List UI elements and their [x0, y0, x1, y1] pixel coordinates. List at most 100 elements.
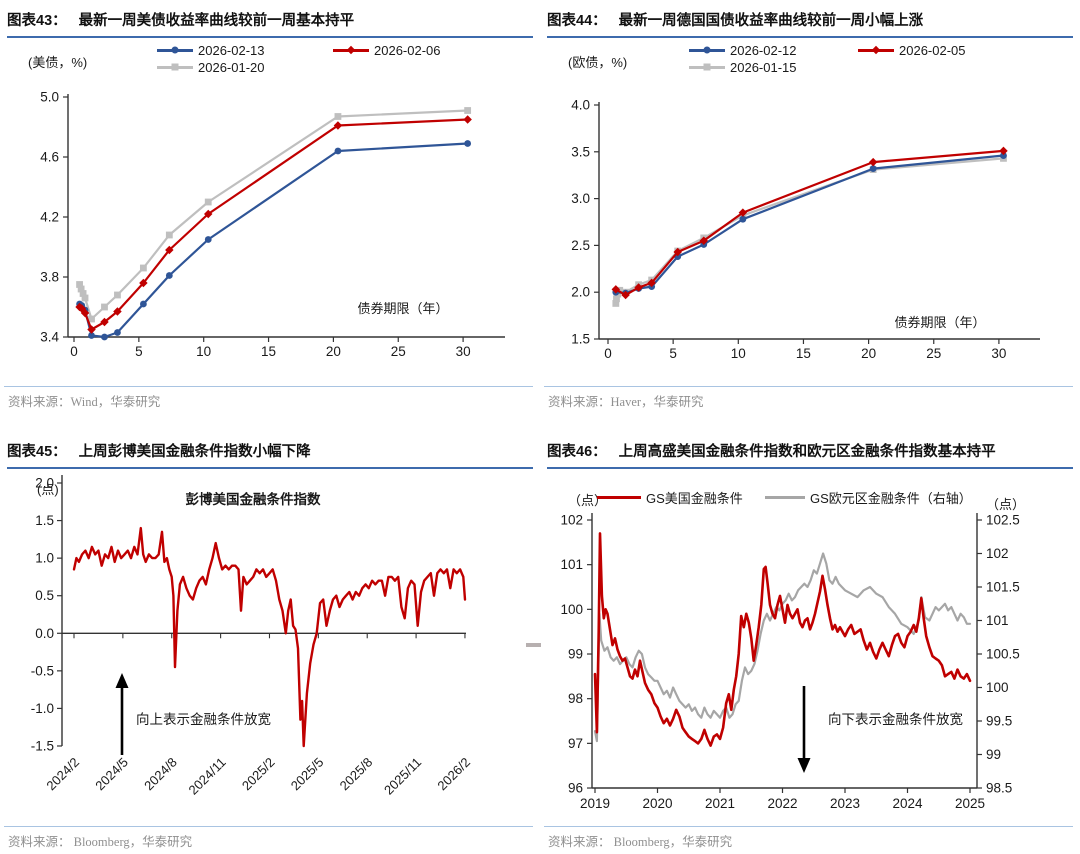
legend-item-2026-02-05: 2026-02-05: [858, 43, 966, 58]
legend-label: 2026-02-05: [899, 43, 966, 58]
legend-line-sample: [858, 46, 894, 55]
axis-tick-label: 2021: [705, 796, 735, 811]
axis-tick-label: 15: [261, 344, 276, 359]
axis-tick-label: 25: [926, 346, 941, 361]
axis-tick-label: 5: [135, 344, 143, 359]
axis-tick-label: 101: [986, 613, 1009, 628]
axis-tick-label: 2025: [955, 796, 985, 811]
annotation-text: 向上表示金融条件放宽: [136, 711, 271, 727]
down-arrow-head: [797, 758, 811, 773]
marker-diamond: [80, 308, 90, 318]
annotation-text: 向下表示金融条件放宽: [828, 711, 963, 727]
axis-tick-label: 20: [326, 344, 341, 359]
axis-tick-label: 101: [560, 557, 583, 572]
legend-item-2026-02-13: 2026-02-13: [157, 43, 265, 58]
axis-tick-label: 4.0: [571, 98, 590, 113]
marker-diamond: [738, 208, 748, 217]
axis-tick-label: 2023: [830, 796, 860, 811]
fig46-source: 资料来源： Bloomberg，华泰研究: [548, 835, 733, 849]
legend-line-sample: [157, 63, 193, 71]
series-line-2026-02-06: [78, 118, 469, 331]
marker-diamond: [647, 278, 656, 288]
axis-tick-label: 4.6: [40, 150, 59, 165]
marker-square: [77, 285, 85, 293]
fig46-title: 图表46： 上周高盛美国金融条件指数和欧元区金融条件指数基本持平: [547, 440, 1073, 469]
legend-label: GS欧元区金融条件（右轴）: [810, 491, 972, 506]
axis-tick-label: 3.5: [571, 144, 590, 159]
axis-tick-label: 100.5: [986, 647, 1020, 662]
marker-circle: [114, 329, 121, 336]
marker-square: [114, 291, 121, 299]
marker-circle: [739, 215, 747, 223]
marker-square: [334, 113, 342, 120]
marker-square: [613, 295, 620, 303]
marker-diamond: [100, 317, 109, 327]
x-axis-inside-label: 债券期限（年）: [894, 315, 985, 330]
axis-tick-label: 10: [731, 346, 746, 361]
series-line-2026-02-05: [614, 149, 1005, 297]
fig43-source-divider: [4, 386, 533, 387]
axis-tick-label: 4.2: [40, 210, 59, 225]
legend-item-GS欧元区金融条件（右轴）: GS欧元区金融条件（右轴）: [765, 490, 972, 506]
axis-tick-label: 96: [568, 781, 583, 796]
axis-tick-label: 0.5: [35, 588, 54, 603]
x-axis-inside-label: 债券期限（年）: [357, 301, 448, 316]
axis-tick-label: 15: [796, 346, 811, 361]
legend-item-GS美国金融条件: GS美国金融条件: [597, 490, 743, 506]
legend-line-sample: [333, 46, 369, 55]
axis-tick-label: 98: [568, 691, 583, 706]
marker-square: [88, 315, 95, 323]
legend-label: GS美国金融条件: [646, 491, 743, 506]
marker-circle: [1000, 152, 1007, 159]
fig45-title: 图表45： 上周彭博美国金融条件指数小幅下降: [7, 440, 533, 469]
axis-tick-label: 101.5: [986, 580, 1020, 595]
marker-square: [79, 290, 87, 297]
fig44-unit-label: (欧债，%): [568, 55, 628, 70]
legend-marker-circle: [703, 46, 711, 54]
fig43-label: 图表43：: [7, 13, 67, 29]
up-arrow-head: [115, 673, 129, 688]
axis-tick-label: 2025/11: [381, 755, 424, 798]
legend-label: 2026-02-13: [198, 43, 265, 58]
marker-square: [81, 294, 89, 302]
axis-tick-label: 100: [986, 680, 1009, 695]
stray-mark: [526, 643, 541, 647]
axis-tick-label: 5: [669, 346, 677, 361]
legend-item-2026-02-06: 2026-02-06: [333, 43, 441, 58]
marker-square: [616, 286, 624, 294]
marker-square: [76, 281, 83, 288]
fig45-label: 图表45：: [7, 444, 67, 460]
legend-label: 2026-01-15: [730, 60, 797, 75]
marker-square: [612, 300, 620, 307]
axis-tick-label: 3.8: [40, 270, 59, 285]
fig46-title-text: 上周高盛美国金融条件指数和欧元区金融条件指数基本持平: [618, 444, 996, 460]
legend-marker-square: [171, 63, 179, 71]
marker-square: [464, 107, 472, 114]
series-line-gs-us-fci: [593, 532, 972, 747]
marker-diamond: [333, 121, 343, 130]
marker-circle: [101, 333, 108, 341]
marker-square: [139, 264, 147, 272]
marker-circle: [165, 272, 173, 279]
fig43-unit-label: (美债，%): [28, 55, 88, 70]
fig46-source-divider: [544, 826, 1073, 827]
legend-item-2026-01-20: 2026-01-20: [157, 60, 265, 75]
fig45-title-text: 上周彭博美国金融条件指数小幅下降: [78, 444, 311, 460]
marker-diamond: [113, 307, 122, 316]
axis-tick-label: 102.5: [986, 513, 1020, 528]
panel-fig44: 图表44： 最新一周德国国债收益率曲线较前一周小幅上涨 (欧债，%) 2026-0…: [540, 0, 1080, 427]
axis-tick-label: 2025/5: [288, 755, 327, 794]
fig44-source: 资料来源：Haver，华泰研究: [548, 395, 704, 409]
series-line-2026-02-12: [614, 154, 1005, 295]
legend-label: 2026-01-20: [198, 60, 265, 75]
axis-tick-label: 102: [986, 546, 1009, 561]
axis-tick-label: 3.0: [571, 191, 590, 206]
axis-tick-label: 2024/8: [141, 755, 180, 794]
fig44-chart: 4.0 3.5 3.0 2.5 2.0 1.5 0 5 10 15 20 25 30 债券期限（年）: [571, 98, 1040, 361]
chart-inner-title: 彭博美国金融条件指数: [186, 491, 321, 507]
axis-tick-label: -0.5: [31, 663, 54, 678]
fig46-chart: 102 101 100 99 98 97 96 102.5 102 101.5 101 100.5 10…: [560, 513, 1020, 812]
axis-tick-label: 2020: [642, 796, 672, 811]
marker-diamond: [673, 247, 682, 257]
